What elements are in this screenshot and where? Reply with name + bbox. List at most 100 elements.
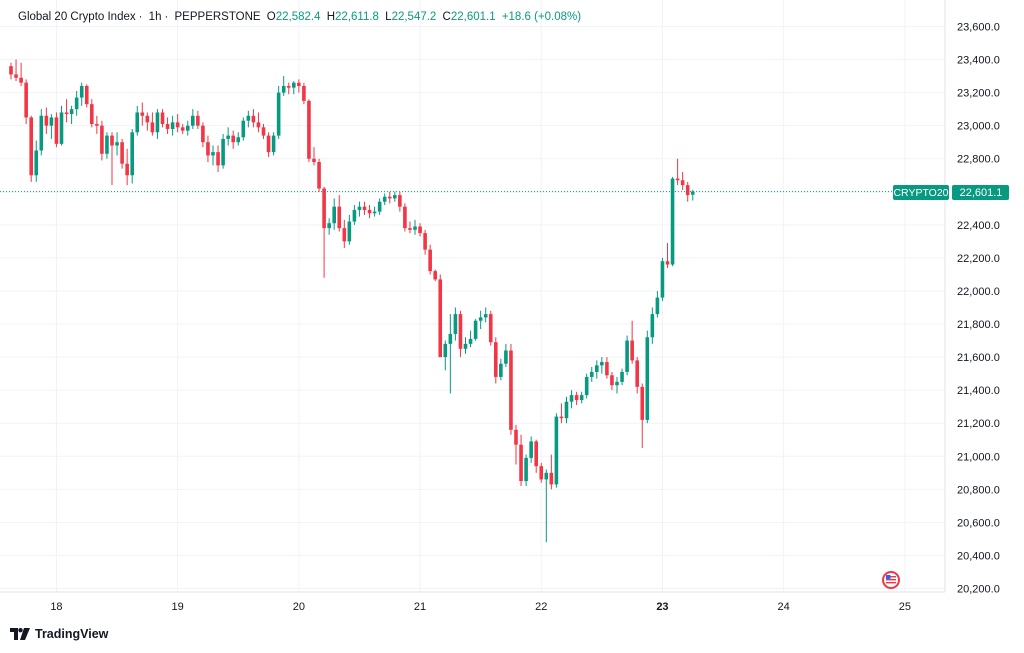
candle <box>584 373 589 399</box>
candle <box>59 105 64 146</box>
candle <box>165 117 170 134</box>
candle-body <box>175 122 180 128</box>
candle-body <box>29 117 33 176</box>
candle-body <box>403 206 407 229</box>
candle-body <box>145 115 150 123</box>
candle <box>342 219 347 248</box>
candle-body <box>544 472 549 480</box>
candle-body <box>509 350 513 430</box>
candle-body <box>574 395 579 401</box>
candle-body <box>135 112 140 133</box>
candle-body <box>150 122 155 133</box>
candle-body <box>342 228 347 242</box>
candle <box>120 138 124 169</box>
close-label: C <box>442 11 451 23</box>
y-tick-label: 22,800.0 <box>957 154 1000 166</box>
candle <box>281 76 286 96</box>
candle-body <box>645 337 650 420</box>
candle-body <box>387 196 392 199</box>
us-flag-icon[interactable] <box>882 571 900 589</box>
candle-body <box>625 340 629 372</box>
candle <box>317 158 321 192</box>
price-axis[interactable]: 20,200.0 20,400.0 20,600.0 20,800.0 21,000.0… <box>957 22 1000 596</box>
y-tick-label: 22,400.0 <box>957 220 1000 232</box>
candle <box>221 133 225 169</box>
candle-body <box>372 211 377 214</box>
candle <box>9 62 13 80</box>
y-tick-label: 22,000.0 <box>957 286 1000 298</box>
candle-body <box>357 206 362 210</box>
candle <box>408 221 412 234</box>
candle-body <box>226 135 230 139</box>
candle <box>145 112 150 131</box>
candle-body <box>337 206 342 229</box>
y-tick-label: 21,400.0 <box>957 385 1000 397</box>
candle-body <box>286 86 291 88</box>
price-badge-symbol-box <box>893 185 949 200</box>
candle <box>362 201 367 215</box>
interval-label[interactable]: 1h <box>148 11 162 23</box>
candle <box>610 371 614 391</box>
candle <box>180 124 185 134</box>
high-label: H <box>326 11 336 23</box>
candle <box>483 307 488 323</box>
candle-body <box>266 135 271 153</box>
candle-body <box>494 342 498 377</box>
candle-body <box>660 261 665 298</box>
candle-body <box>307 100 311 159</box>
candle <box>261 124 266 139</box>
candle <box>589 367 594 382</box>
candle-body <box>463 343 468 349</box>
candle-body <box>292 82 296 88</box>
candle-body <box>69 109 74 115</box>
open-label: O <box>266 11 276 23</box>
candle-body <box>347 221 352 242</box>
candle-body <box>54 117 59 144</box>
candle <box>216 145 220 172</box>
candle <box>105 132 109 159</box>
candle-body <box>110 135 114 146</box>
candle <box>367 205 372 219</box>
symbol-name[interactable]: Global 20 Crypto Index <box>18 11 136 23</box>
candle <box>468 330 473 348</box>
candle-body <box>79 86 84 98</box>
candle-body <box>675 178 680 181</box>
candle-body <box>34 150 39 176</box>
candle-body <box>584 376 589 396</box>
candle-body <box>524 457 528 482</box>
candle <box>271 132 276 156</box>
candle-body <box>443 343 448 358</box>
candle <box>433 269 437 282</box>
y-tick-label: 23,200.0 <box>957 88 1000 100</box>
candle <box>574 391 579 406</box>
tradingview-logo[interactable]: TradingView <box>10 627 108 641</box>
candle <box>191 109 195 129</box>
candle <box>69 105 74 125</box>
candle <box>34 140 39 182</box>
candle-body <box>312 158 316 163</box>
candle-body <box>655 297 660 315</box>
candle-body <box>600 362 604 366</box>
candle-body <box>246 115 251 121</box>
candle-body <box>423 233 427 250</box>
candle <box>382 193 387 206</box>
candle-body <box>100 125 104 154</box>
x-tick-label: 24 <box>778 601 790 613</box>
candle <box>160 109 165 128</box>
candle <box>630 320 634 364</box>
candle <box>44 107 49 134</box>
candle <box>211 145 215 166</box>
time-axis[interactable]: 18 19 20 21 22 23 24 25 <box>50 601 911 613</box>
candle <box>443 340 448 371</box>
candle <box>49 114 54 139</box>
candle-body <box>165 124 170 129</box>
candle-body <box>413 226 417 230</box>
candle <box>327 218 331 235</box>
candle <box>645 330 650 424</box>
candle <box>600 357 604 374</box>
candle <box>524 454 528 487</box>
candle <box>554 413 559 488</box>
candle <box>529 436 533 463</box>
candle-body <box>670 178 675 265</box>
